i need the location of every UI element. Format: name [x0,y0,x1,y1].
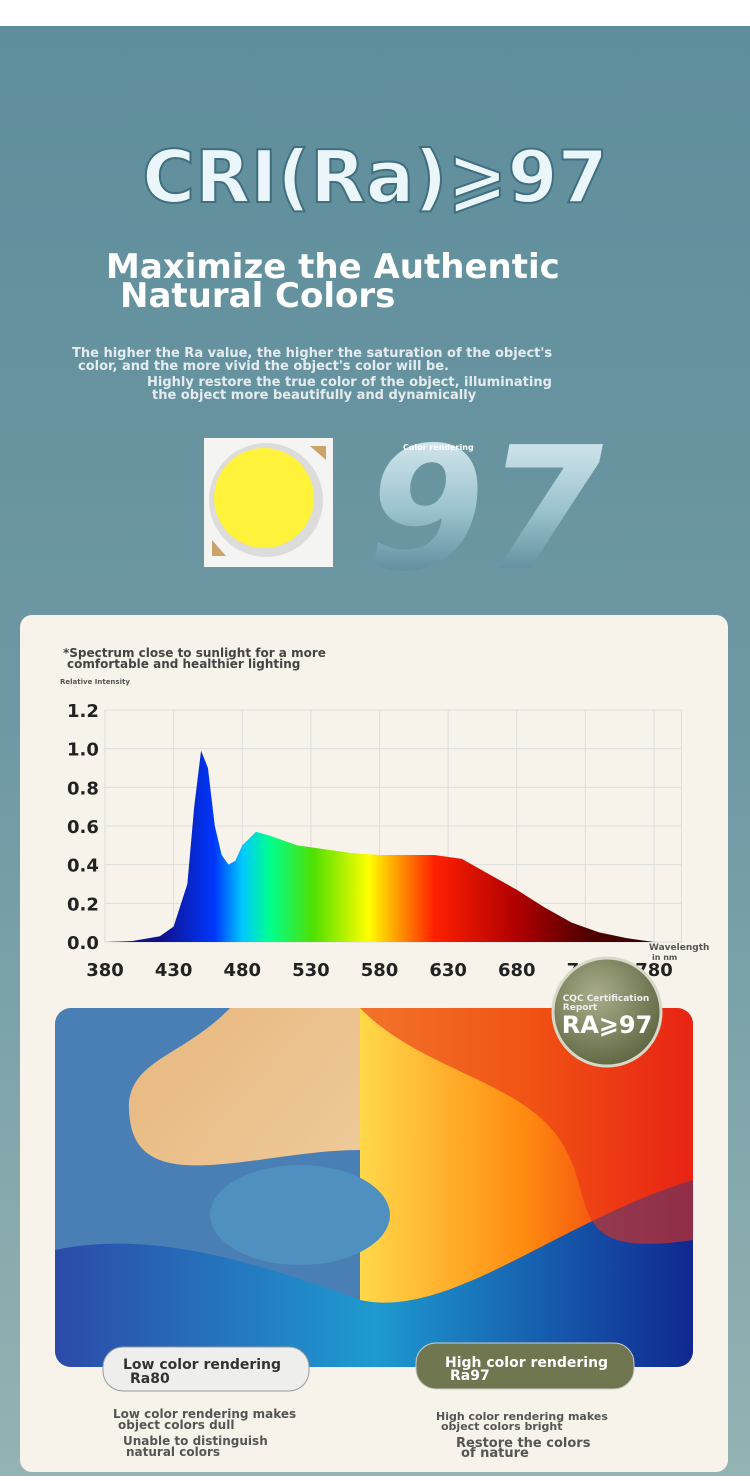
button-text: Ra80 [130,1371,170,1387]
button-text: Ra97 [450,1368,490,1384]
spectrum-area [105,750,654,942]
cert-text: Report [563,1003,598,1013]
y-tick-label: 1.0 [67,740,99,761]
description: Highly restore the true color of the obj… [147,375,552,390]
caption: Low color rendering makes [113,1407,296,1421]
x-tick-label: 430 [155,960,193,981]
description: color, and the more vivid the object's c… [78,359,449,374]
button-text: High color rendering [445,1355,608,1371]
caption: High color rendering makes [436,1410,608,1423]
description: the object more beautifully and dynamica… [152,388,477,403]
badge-caption: Color rendering [403,443,474,452]
cert-text: CQC Certification [563,994,650,1004]
chart-note: *Spectrum close to sunlight for a more [63,646,326,660]
subtitle: Natural Colors [120,276,395,316]
subtitle: Maximize the Authentic [106,247,560,287]
high-button [415,1342,635,1390]
x-tick-label: 580 [361,960,399,981]
chart-note: comfortable and healthier lighting [67,657,300,671]
spectrum-chart: *Spectrum close to sunlight for a moreco… [60,646,709,981]
x-tick-label: 380 [86,960,124,981]
y-axis-label: Relative Intensity [60,678,130,686]
certificate: CQC Certification Report RA⩾97 [551,956,663,1068]
description: The higher the Ra value, the higher the … [72,346,552,361]
caption: Restore the colors [456,1436,591,1451]
caption: object colors dull [118,1418,234,1432]
low-button [102,1346,310,1392]
x-axis-label: Wavelength [649,943,709,953]
cert-value: RA⩾97 [562,1011,653,1039]
y-tick-label: 0.0 [67,933,99,954]
y-tick-label: 1.2 [67,701,99,722]
led-chip [204,438,333,567]
x-tick-label: 680 [498,960,536,981]
caption: natural colors [126,1445,220,1459]
button-text: Low color rendering [123,1357,281,1373]
y-tick-label: 0.6 [67,817,99,838]
caption: Unable to distinguish [123,1434,268,1448]
caption: object colors bright [441,1420,563,1433]
x-tick-label: 480 [223,960,261,981]
x-axis-label: in nm [652,953,677,962]
y-tick-label: 0.8 [67,778,99,799]
big-number: 97 [367,411,604,609]
y-tick-label: 0.2 [67,894,99,915]
x-tick-label: 530 [292,960,330,981]
caption: of nature [461,1446,529,1461]
y-tick-label: 0.4 [67,856,99,877]
title: CRI(Ra)⩾97 [142,135,607,219]
x-tick-label: 630 [429,960,467,981]
